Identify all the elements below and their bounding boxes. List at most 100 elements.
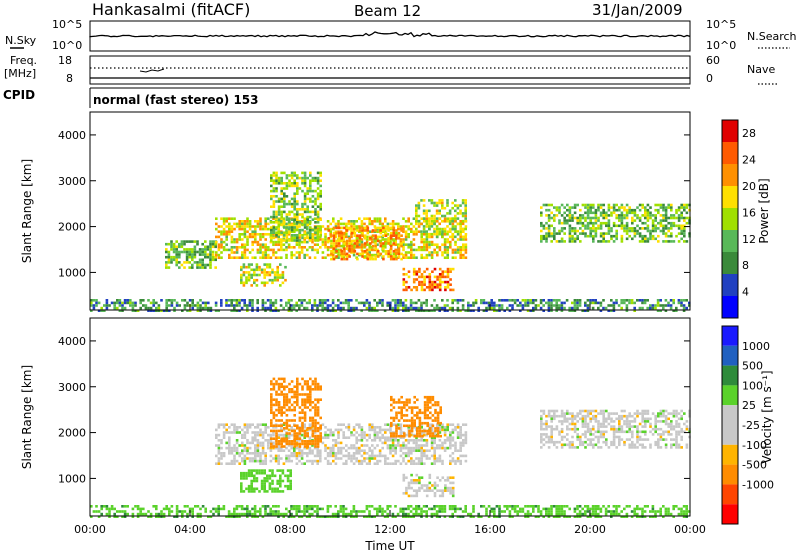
echo-cell [327, 239, 331, 243]
echo-cell [402, 253, 405, 257]
echo-cell [425, 275, 429, 279]
echo-cell [644, 237, 647, 241]
echo-cell [381, 301, 384, 305]
echo-cell [314, 179, 317, 182]
echo-cell [373, 426, 377, 429]
echo-cell [303, 423, 306, 426]
echo-cell [268, 278, 272, 282]
echo-cell [90, 304, 93, 307]
echo-cell [293, 179, 296, 182]
echo-cell [295, 462, 299, 465]
echo-cell [193, 261, 197, 264]
colorbar-tick-label: 12 [742, 233, 756, 246]
echo-cell [303, 200, 307, 203]
echo-cell [633, 219, 637, 222]
echo-cell [643, 505, 647, 508]
echo-cell [444, 288, 447, 292]
echo-cell [360, 301, 363, 305]
echo-cell [209, 515, 213, 518]
echo-cell [654, 510, 657, 513]
echo-cell [607, 309, 610, 312]
colorbar-swatch [722, 120, 738, 142]
echo-cell [664, 234, 668, 238]
echo-cell [485, 301, 488, 305]
echo-cell [168, 299, 171, 302]
echo-cell [290, 306, 293, 310]
echo-cell [444, 286, 447, 289]
echo-cell [352, 444, 356, 447]
echo-cell [649, 510, 652, 513]
echo-cell [277, 440, 281, 443]
echo-cell [222, 240, 226, 244]
echo-cell [638, 219, 642, 222]
echo-cell [261, 246, 265, 249]
echo-cell [172, 245, 176, 249]
echo-cell [243, 426, 247, 429]
echo-cell [188, 248, 191, 251]
echo-cell [250, 268, 253, 272]
echo-cell [415, 206, 418, 210]
echo-cell [446, 286, 450, 289]
echo-cell [415, 214, 418, 218]
echo-cell [410, 243, 413, 246]
echo-cell [456, 206, 460, 210]
echo-cell [233, 246, 236, 249]
echo-cell [631, 237, 634, 241]
echo-cell [298, 442, 302, 446]
echo-cell [599, 309, 603, 312]
echo-cell [521, 306, 525, 310]
echo-cell [555, 309, 558, 312]
echo-cell [516, 304, 519, 307]
echo-cell [410, 406, 414, 409]
echo-cell [270, 442, 273, 446]
echo-cell [334, 428, 338, 432]
echo-cell [272, 228, 276, 232]
echo-cell [633, 507, 636, 511]
echo-cell [459, 253, 462, 257]
echo-cell [272, 171, 276, 175]
echo-cell [251, 452, 254, 455]
echo-cell [555, 512, 558, 516]
echo-cell [573, 232, 577, 235]
echo-cell [396, 306, 400, 310]
echo-cell [274, 235, 278, 239]
echo-cell [657, 211, 660, 215]
echo-cell [243, 454, 247, 458]
echo-cell [416, 414, 419, 417]
echo-cell [633, 229, 637, 233]
echo-cell [105, 299, 109, 302]
echo-cell [498, 510, 501, 513]
echo-cell [438, 273, 442, 276]
echo-cell [238, 505, 241, 508]
echo-cell [194, 505, 197, 508]
echo-cell [293, 184, 296, 188]
echo-cell [264, 248, 267, 252]
echo-cell [332, 239, 336, 243]
echo-cell [441, 253, 444, 257]
echo-cell [303, 256, 306, 259]
echo-cell [467, 309, 470, 312]
echo-cell [105, 512, 109, 516]
echo-cell [185, 248, 189, 251]
echo-cell [303, 414, 307, 417]
echo-cell [404, 220, 408, 223]
echo-cell [454, 256, 457, 259]
echo-cell [251, 439, 254, 442]
echo-cell [255, 265, 259, 269]
echo-cell [217, 235, 221, 239]
echo-cell [558, 206, 561, 209]
echo-cell [167, 261, 171, 264]
echo-cell [217, 225, 221, 228]
echo-cell [443, 431, 447, 434]
echo-cell [664, 299, 668, 302]
echo-cell [201, 263, 204, 267]
echo-cell [438, 507, 441, 511]
echo-cell [277, 424, 281, 427]
echo-cell [268, 273, 272, 277]
echo-cell [402, 510, 405, 513]
colorbar-swatch [722, 208, 738, 230]
echo-cell [363, 242, 367, 245]
echo-cell [334, 444, 338, 447]
echo-cell [355, 457, 358, 460]
echo-cell [599, 214, 603, 217]
